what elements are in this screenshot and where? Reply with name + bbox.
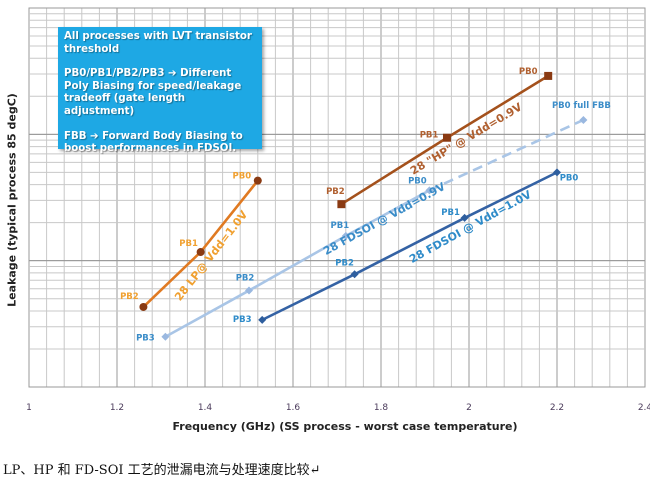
data-point: [258, 315, 267, 324]
point-label: PB1: [179, 239, 198, 249]
data-point: [161, 332, 170, 341]
annotation-box: All processes with LVT transistor thresh…: [58, 27, 262, 154]
point-label: PB0: [519, 67, 538, 77]
x-tick-label: 1.2: [110, 403, 124, 413]
data-point: [337, 200, 346, 209]
point-label: PB3: [233, 315, 252, 325]
x-tick-label: 1.4: [198, 403, 213, 413]
data-point: [579, 115, 588, 124]
annotation-line-3: FBB ➔ Forward Body Biasing to boost perf…: [64, 130, 243, 155]
x-tick-label: 2.2: [550, 403, 564, 413]
y-axis-label: Leakage (typical process 85 degC): [5, 93, 19, 307]
x-tick-label: 1.6: [286, 403, 301, 413]
point-label: PB2: [120, 292, 139, 302]
series-extension-dashed: [428, 118, 584, 192]
point-label: PB2: [236, 274, 255, 284]
data-point: [425, 186, 434, 195]
figure-caption: LP、HP 和 FD-SOI 工艺的泄漏电流与处理速度比较↵: [3, 463, 321, 478]
point-label: PB1: [420, 131, 439, 141]
data-point: [245, 286, 253, 295]
x-axis-label: Frequency (GHz) (SS process - worst case…: [172, 420, 518, 433]
x-tick-labels: 1 1.2 1.4 1.6 1.8 2 2.2 2.4: [26, 403, 650, 413]
data-point: [253, 176, 262, 185]
data-point: [196, 248, 205, 257]
x-tick-label: 1.8: [374, 403, 389, 413]
point-label: PB3: [136, 334, 155, 344]
point-label: PB0: [408, 176, 427, 186]
series-line: [261, 171, 558, 322]
x-tick-label: 2.4: [638, 403, 650, 413]
series-line: [164, 189, 431, 338]
data-point: [553, 168, 561, 177]
point-label: PB0 full FBB: [552, 101, 611, 111]
data-point: [460, 213, 469, 222]
data-point: [350, 270, 359, 279]
x-tick-label: 2: [466, 403, 472, 413]
x-tick-label: 1: [26, 403, 32, 413]
annotation-line-1: All processes with LVT transistor thresh…: [64, 31, 252, 55]
data-point: [341, 231, 350, 240]
data-point: [443, 133, 451, 142]
point-label: PB2: [335, 258, 354, 268]
data-point: [544, 71, 553, 80]
point-label: PB1: [441, 208, 460, 218]
point-label: PB0: [232, 172, 251, 182]
annotation-line-2: PB0/PB1/PB2/PB3 ➔ Different Poly Biasing…: [64, 68, 242, 117]
point-label: PB1: [330, 221, 349, 231]
point-label: PB0: [560, 173, 579, 183]
data-point: [139, 302, 148, 311]
point-label: PB2: [326, 187, 345, 197]
